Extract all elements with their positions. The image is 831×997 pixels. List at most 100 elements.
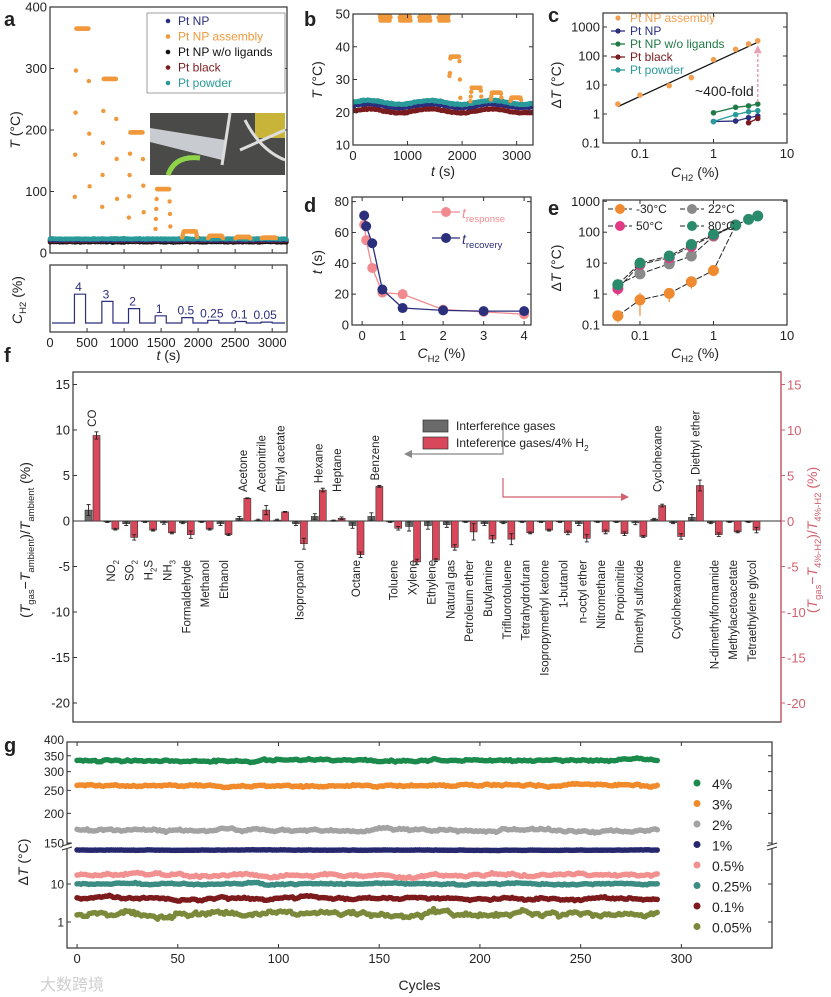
- x-tick-label: 1500: [147, 335, 176, 350]
- gas-label: SO2: [125, 560, 140, 581]
- legend-label: Pt black: [630, 50, 674, 64]
- series--30-c: [612, 219, 742, 323]
- error-bar: [207, 527, 212, 531]
- error-bar: [369, 512, 374, 521]
- error-bar: [132, 534, 137, 541]
- data-point: [730, 219, 742, 231]
- data-point: [519, 306, 530, 317]
- data-point-pt-np-assembly: [113, 76, 119, 82]
- legend-box: [146, 12, 286, 94]
- gas-label: Ethanol: [219, 560, 231, 599]
- data-point-pt-np-assembly: [127, 172, 132, 178]
- bar: [450, 520, 459, 548]
- error-bar: [584, 534, 589, 543]
- error-bar: [444, 521, 449, 528]
- gas-label: Heptane: [332, 449, 344, 492]
- plot-frame: [352, 13, 534, 146]
- data-point-pt-np-assembly: [101, 108, 106, 114]
- data-point-pt-np-assembly: [153, 226, 158, 232]
- data-point-pt-np-assembly: [154, 206, 159, 212]
- y-tick-label: 1: [593, 287, 600, 302]
- error-bar: [689, 514, 694, 521]
- y-tick-label: 0: [40, 246, 47, 261]
- y-tick-label: 1000: [571, 20, 600, 35]
- x-tick-label: 3000: [502, 148, 531, 163]
- panel-label: g: [4, 735, 16, 757]
- series-0.5pct: [74, 869, 660, 882]
- legend-label: 80°C: [708, 219, 735, 233]
- bar: [432, 520, 440, 561]
- legend-swatch: [422, 436, 449, 450]
- y-tick-label: 0: [63, 514, 70, 529]
- error-bar: [105, 521, 110, 523]
- error-bar: [199, 521, 204, 523]
- inset-wires: [220, 112, 286, 166]
- data-point-pt-np-assembly: [457, 77, 463, 82]
- error-bar: [433, 558, 438, 562]
- x-tick-label: 150: [368, 951, 390, 966]
- data-point: [707, 228, 719, 240]
- right-y-tick-label: 5: [787, 469, 794, 484]
- bar: [168, 520, 176, 534]
- x-tick-label: 200: [469, 951, 491, 966]
- data-point: [478, 306, 489, 317]
- right-y-tick-label: -10: [787, 605, 806, 620]
- error-bar: [520, 521, 525, 523]
- y-tick-label: 250: [44, 784, 64, 798]
- data-point: [732, 46, 739, 53]
- error-bar: [161, 521, 166, 525]
- data-point: [634, 268, 646, 280]
- legend-marker: [693, 882, 701, 889]
- gas-label: NH3: [162, 560, 177, 581]
- data-point-pt-np-assembly: [114, 156, 119, 162]
- error-bar: [377, 485, 382, 488]
- data-point-pt-np-assembly: [167, 211, 173, 217]
- data-point: [666, 82, 673, 89]
- y-tick-label: 15: [56, 377, 70, 392]
- legend-label: 2%: [712, 817, 732, 833]
- error-bar: [697, 479, 702, 492]
- gas-label: Formaldehyde: [181, 560, 193, 634]
- y-axis-label: ΔT (°C): [15, 839, 31, 886]
- gas-label: Benzene: [370, 435, 382, 480]
- error-bar: [595, 521, 600, 523]
- error-bar: [350, 522, 355, 529]
- error-bar: [113, 527, 118, 531]
- legend-marker: [441, 207, 451, 217]
- data-point-pt-np-assembly: [428, 18, 433, 23]
- x-tick-label: 0: [46, 335, 53, 350]
- legend-label: Inteference gases/4% H2: [456, 436, 589, 453]
- error-bar: [622, 531, 627, 537]
- x-tick-label: 2000: [184, 335, 213, 350]
- error-bar: [633, 520, 638, 526]
- data-point-pt-np-assembly: [141, 210, 146, 215]
- error-bar: [482, 521, 487, 526]
- bar: [658, 505, 667, 522]
- data-point: [367, 262, 378, 273]
- legend-marker: [687, 221, 697, 231]
- series-pt-np-w-o-ligands: [710, 101, 761, 116]
- data-point-pt-powder: [284, 236, 289, 242]
- x-tick-label: 50: [171, 951, 185, 966]
- data-point-pt-np-assembly: [140, 130, 145, 135]
- y-axis-label: ΔT (°C): [548, 245, 564, 292]
- legend-label: trecovery: [462, 231, 503, 251]
- data-point-pt-np-assembly: [427, 15, 432, 20]
- data-point: [438, 305, 449, 316]
- panel-label: f: [4, 345, 11, 367]
- right-axis-arrow: [502, 478, 622, 498]
- gas-label: Acetonitrile: [257, 435, 269, 492]
- data-point: [745, 114, 752, 121]
- series-line: [713, 103, 758, 114]
- error-bar: [293, 521, 298, 526]
- series-pt-np-assembly: [615, 37, 761, 107]
- legend-marker: [693, 841, 701, 848]
- data-point-pt-np-assembly: [141, 183, 146, 188]
- y-tick-label: 10: [586, 78, 600, 93]
- y-axis-label: T (°C): [309, 61, 325, 99]
- data-point-pt-np-assembly: [273, 236, 279, 241]
- left-arrowhead: [404, 450, 412, 458]
